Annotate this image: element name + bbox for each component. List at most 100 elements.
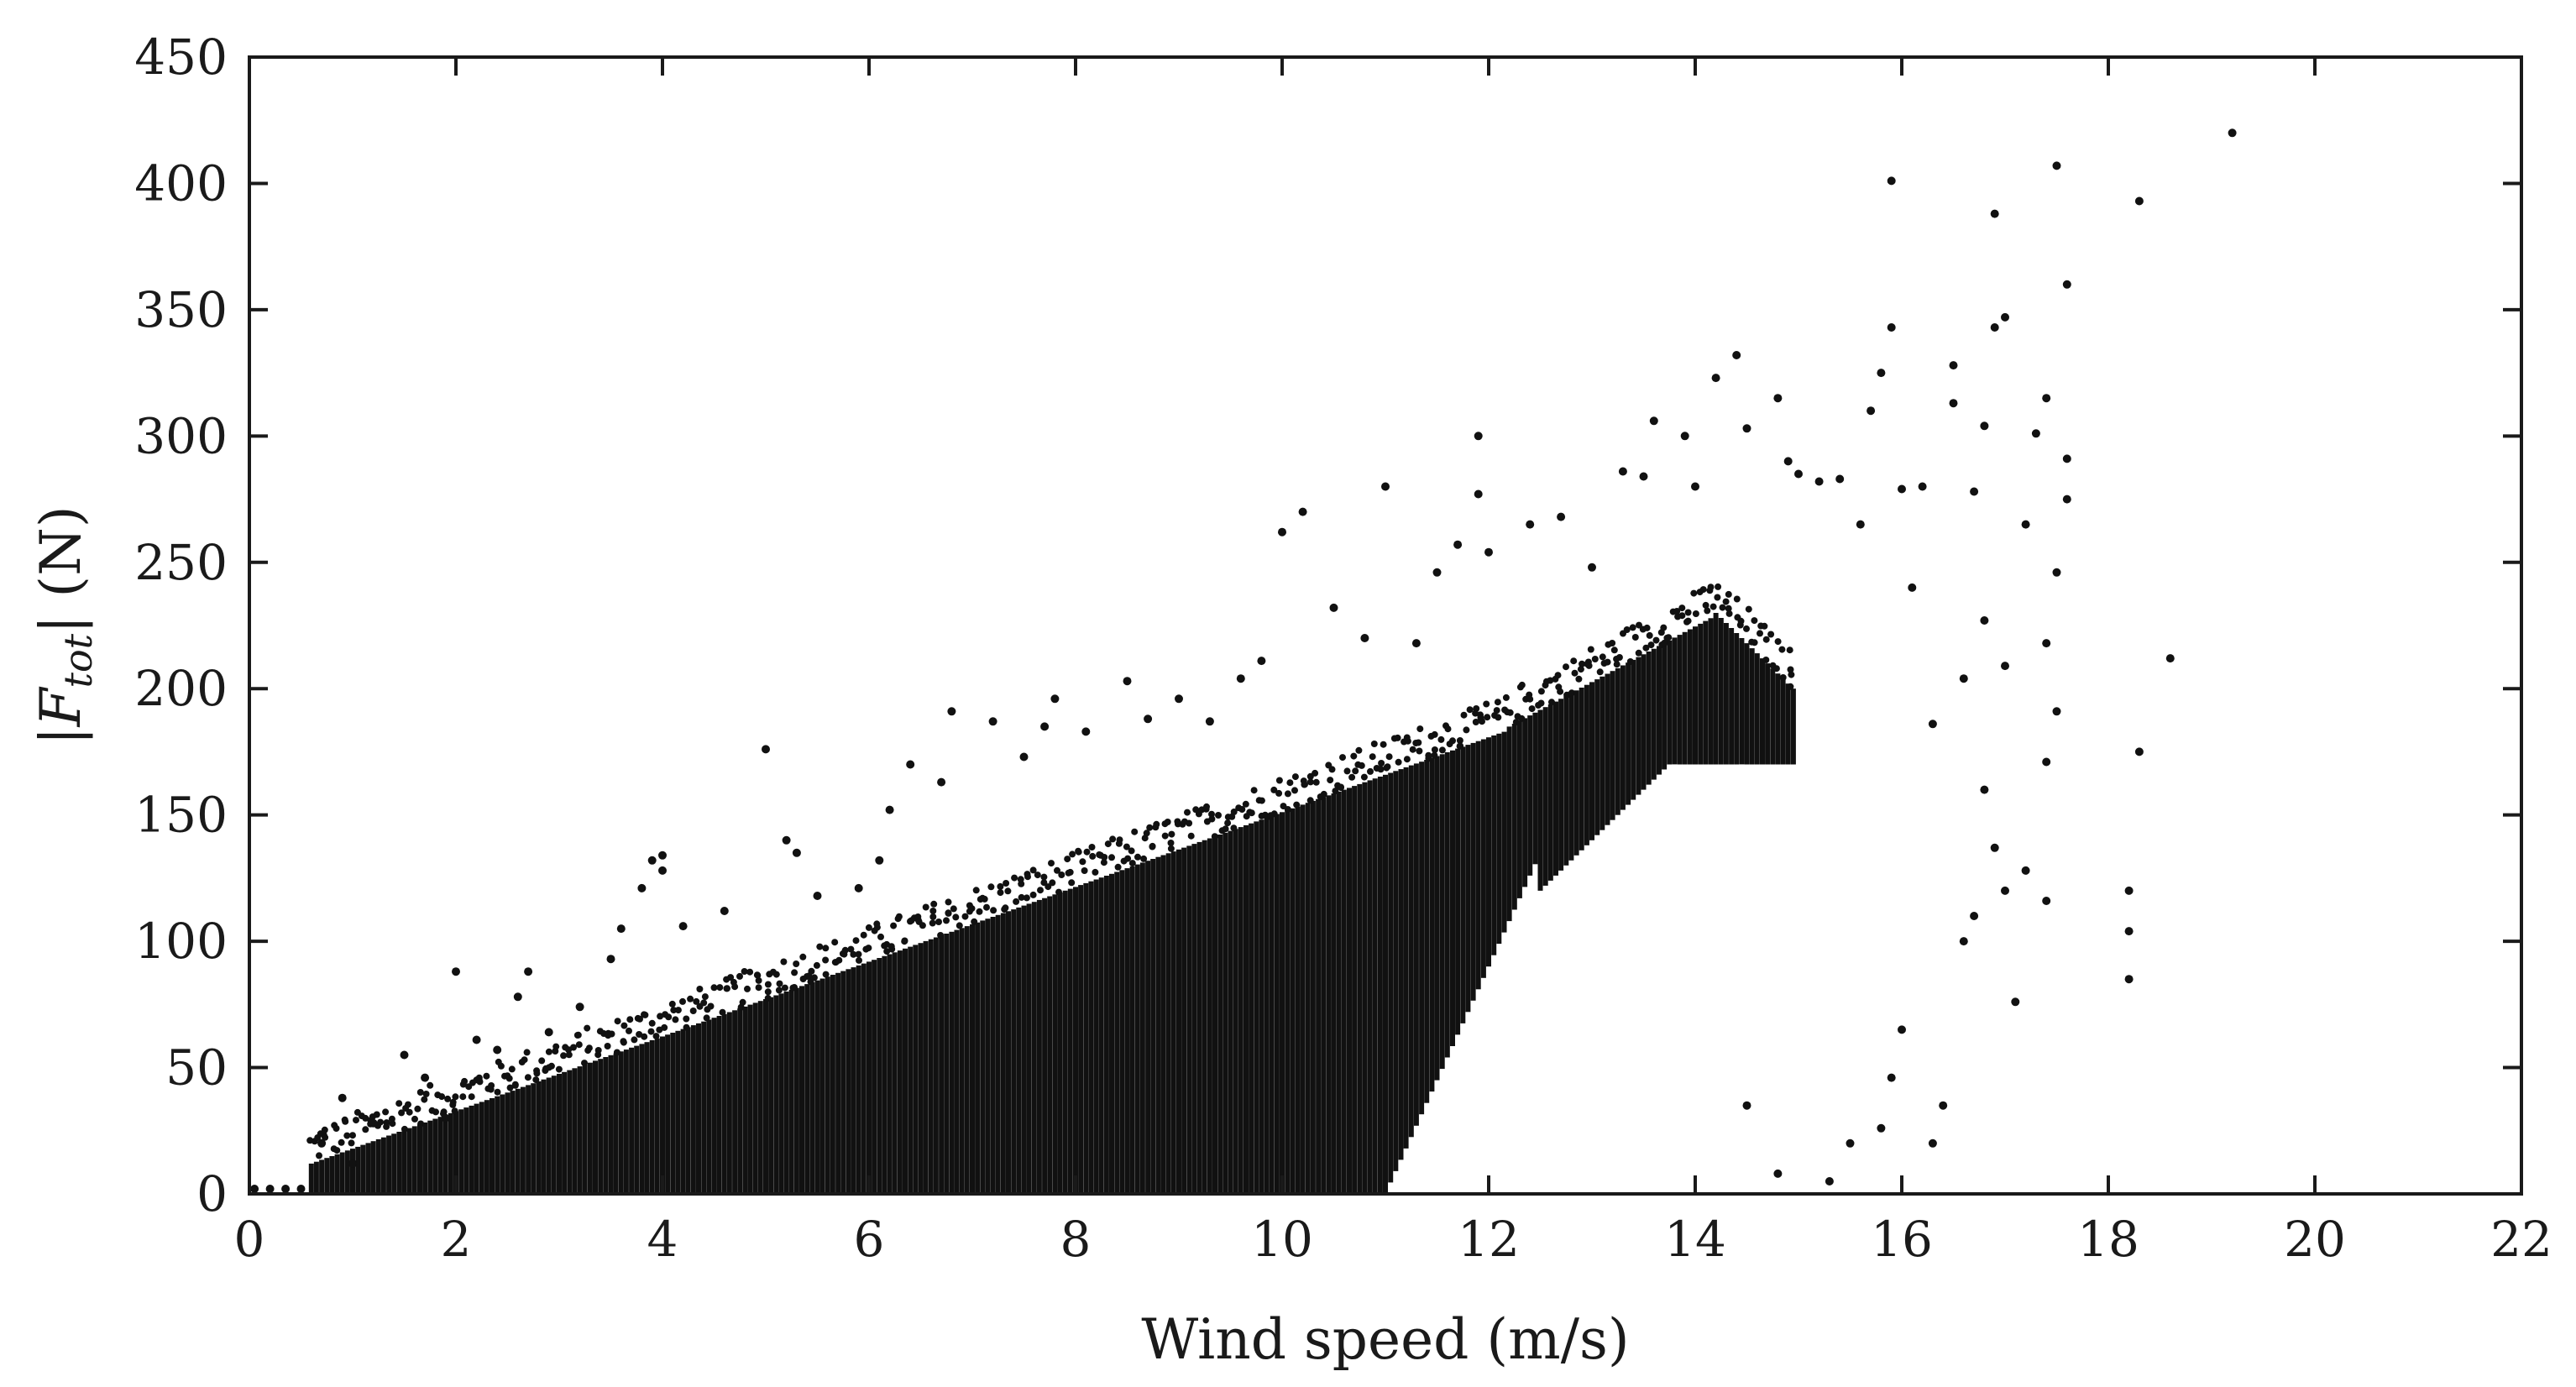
data-point bbox=[883, 948, 891, 955]
data-point bbox=[1742, 424, 1751, 433]
dense-column bbox=[458, 1109, 464, 1194]
data-point bbox=[1615, 654, 1623, 661]
data-point bbox=[764, 981, 772, 988]
data-point bbox=[782, 835, 791, 845]
dense-column bbox=[375, 1138, 381, 1194]
dense-column bbox=[1444, 752, 1450, 1058]
y-axis-label-subscript: tot bbox=[55, 633, 101, 688]
dense-column bbox=[1047, 896, 1053, 1194]
data-point bbox=[342, 1117, 349, 1125]
data-point bbox=[524, 1074, 531, 1081]
data-point bbox=[1329, 603, 1338, 612]
data-point bbox=[1306, 778, 1314, 786]
dense-column bbox=[1321, 797, 1327, 1194]
data-point bbox=[1787, 683, 1794, 690]
data-point bbox=[808, 967, 815, 975]
dense-column bbox=[386, 1135, 392, 1194]
data-point bbox=[524, 967, 533, 976]
data-point bbox=[343, 1132, 351, 1139]
dense-column bbox=[897, 950, 903, 1194]
dense-column bbox=[1713, 613, 1719, 765]
data-point bbox=[1278, 527, 1286, 536]
data-point bbox=[1068, 879, 1076, 887]
data-point bbox=[1568, 689, 1575, 697]
data-point bbox=[444, 1095, 452, 1102]
dense-column bbox=[1181, 847, 1187, 1194]
dense-column bbox=[1357, 783, 1363, 1194]
data-point bbox=[422, 1091, 430, 1097]
data-point bbox=[1761, 622, 1768, 630]
dense-column bbox=[1031, 902, 1037, 1194]
dense-column bbox=[882, 955, 887, 1194]
data-point bbox=[1639, 472, 1648, 481]
dense-column bbox=[1641, 654, 1647, 790]
dense-column bbox=[474, 1103, 479, 1194]
data-point bbox=[1275, 789, 1283, 797]
dense-column bbox=[644, 1042, 650, 1194]
data-point bbox=[1083, 848, 1091, 856]
data-point bbox=[2021, 520, 2030, 529]
data-point bbox=[1887, 1073, 1896, 1082]
dense-column bbox=[1465, 745, 1471, 1013]
dense-column bbox=[1207, 838, 1212, 1194]
dense-column bbox=[1770, 668, 1776, 765]
data-point bbox=[1431, 746, 1438, 753]
data-point bbox=[472, 1035, 481, 1044]
y-axis-label: |Ftot| (N) bbox=[29, 505, 101, 745]
data-point bbox=[930, 900, 938, 908]
data-point bbox=[1425, 751, 1432, 759]
data-point bbox=[1631, 634, 1639, 641]
data-point bbox=[1709, 603, 1717, 610]
dense-column bbox=[526, 1085, 531, 1194]
data-point bbox=[945, 898, 952, 906]
data-point bbox=[724, 985, 730, 992]
dense-column bbox=[613, 1053, 619, 1194]
data-point bbox=[1144, 714, 1153, 724]
data-point bbox=[1528, 705, 1536, 713]
dense-column bbox=[799, 986, 804, 1194]
dense-column bbox=[654, 1038, 660, 1194]
data-point bbox=[1350, 752, 1358, 760]
data-point bbox=[1719, 604, 1726, 611]
dense-column bbox=[1103, 876, 1109, 1194]
data-point bbox=[1660, 624, 1668, 631]
data-point bbox=[1547, 677, 1554, 684]
dense-column bbox=[1626, 662, 1631, 805]
dense-column bbox=[1388, 772, 1394, 1183]
dense-column bbox=[1259, 819, 1264, 1194]
data-point bbox=[901, 938, 908, 945]
x-tick-label: 16 bbox=[1871, 1211, 1933, 1268]
dense-column bbox=[1336, 791, 1342, 1194]
dense-column bbox=[949, 931, 955, 1194]
data-point bbox=[416, 1089, 424, 1096]
data-point bbox=[1623, 626, 1631, 633]
dense-column bbox=[1067, 888, 1073, 1194]
data-point bbox=[596, 1028, 604, 1035]
data-point bbox=[1023, 894, 1030, 902]
data-point bbox=[1222, 825, 1229, 833]
dense-column bbox=[1202, 840, 1207, 1194]
dense-column bbox=[1073, 887, 1078, 1194]
data-point bbox=[1358, 762, 1365, 769]
data-point bbox=[1242, 800, 1249, 808]
dense-column bbox=[1341, 789, 1347, 1194]
dense-column bbox=[1677, 635, 1683, 765]
data-point bbox=[459, 1093, 467, 1101]
data-point bbox=[1081, 727, 1091, 736]
data-point bbox=[791, 984, 798, 991]
y-tick-label: 350 bbox=[134, 281, 228, 338]
data-point bbox=[1055, 888, 1062, 896]
data-point bbox=[1339, 754, 1346, 762]
data-point bbox=[658, 851, 667, 860]
dense-column bbox=[970, 924, 975, 1194]
data-point bbox=[565, 1051, 573, 1059]
data-point bbox=[701, 993, 709, 1001]
data-point bbox=[1108, 854, 1115, 861]
data-point bbox=[657, 1013, 664, 1020]
data-point bbox=[1146, 824, 1154, 831]
data-point bbox=[877, 933, 884, 940]
data-point bbox=[1783, 457, 1793, 466]
data-point bbox=[620, 1039, 627, 1046]
data-point bbox=[1949, 399, 1958, 408]
dense-column bbox=[1573, 690, 1579, 856]
